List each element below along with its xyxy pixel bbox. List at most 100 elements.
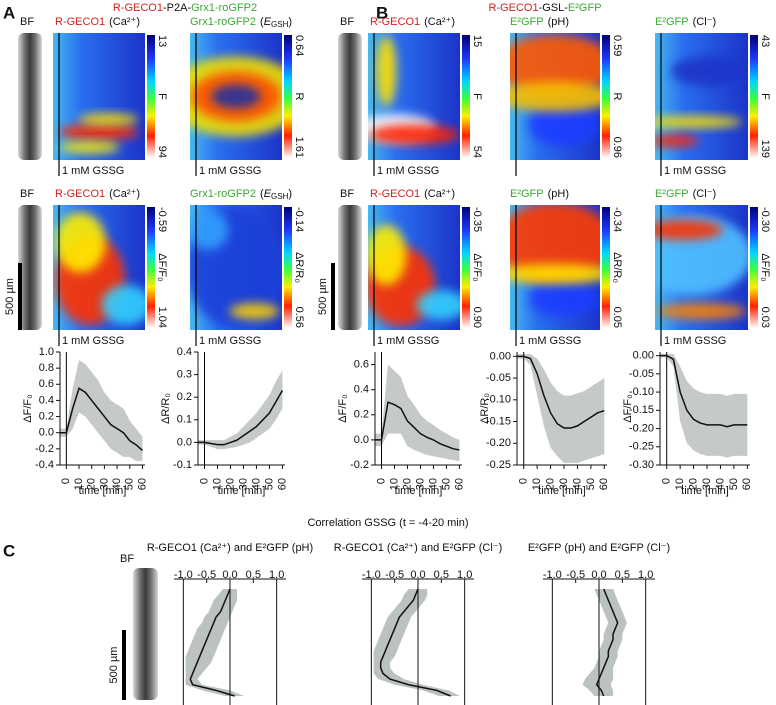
title-part: Grx1-roGFP2 [191, 2, 257, 14]
x-tick-label: 1.0 [638, 569, 653, 581]
error-band [660, 353, 748, 458]
colorbar-top: -0.34 [611, 207, 623, 232]
y-axis-title: ΔR/R₀ [479, 393, 491, 424]
bf-image [133, 568, 158, 700]
y-tick-label: 0.0 [39, 427, 54, 439]
heatmap-blob [229, 303, 280, 320]
y-axis-title: ΔF/F₀ [22, 394, 34, 422]
label-note: ) [288, 16, 292, 28]
y-tick-label: 0.00 [490, 350, 511, 362]
heatmap-blob [655, 134, 699, 147]
label-note: GSH [271, 192, 289, 201]
colorbar-label: F [471, 93, 483, 100]
x-tick-label: -1.0 [362, 569, 381, 581]
y-tick-label: 0.0 [354, 434, 369, 446]
heatmap-label: E²GFP (Cl⁻) [655, 16, 716, 28]
x-tick-label: 60 [741, 478, 753, 490]
y-axis-title: ΔF/F₀ [337, 394, 349, 422]
x-tick-label: 0 [198, 478, 210, 484]
heatmap-blob [510, 34, 600, 95]
x-tick-label: 40 [427, 478, 439, 490]
y-tick-label: 1.0 [39, 346, 54, 358]
colorbar [750, 207, 758, 328]
x-tick-label: 40 [111, 478, 123, 490]
colorbar-bottom: 0.96 [611, 137, 623, 158]
heatmap-blob [59, 124, 139, 141]
heatmap-blob [101, 285, 145, 325]
y-tick-label: 0.6 [39, 378, 54, 390]
y-tick-label: -0.25 [486, 459, 511, 471]
x-tick-label: 20 [544, 478, 556, 490]
colorbar-label: R [293, 93, 305, 101]
y-tick-label: 0.1 [177, 414, 192, 426]
colorbar-label: ΔR/R₀ [611, 252, 623, 283]
panel-label: C [3, 541, 15, 560]
colorbar-bottom: 0.05 [611, 307, 623, 328]
heatmap-base [53, 33, 145, 160]
x-tick-label: 0.5 [246, 569, 261, 581]
title-part: R-GECO1 [113, 2, 163, 14]
label-name: E²GFP [510, 188, 544, 200]
y-tick-label: 0.0 [177, 436, 192, 448]
y-tick-label: 0.4 [177, 346, 192, 358]
colorbar-top: 0.59 [611, 35, 623, 56]
colorbar-bottom: 0.56 [293, 307, 305, 328]
title-part: -GSL- [539, 2, 569, 14]
heatmap-blob [369, 124, 459, 145]
scale-label: 500 µm [4, 278, 16, 315]
panel-label: A [3, 3, 15, 22]
x-tick-label: 40 [571, 478, 583, 490]
heatmap [190, 205, 282, 330]
x-tick-label: 0 [518, 478, 530, 484]
x-tick-label: 50 [124, 478, 136, 490]
x-tick-label: 50 [263, 478, 275, 490]
title-part: E²GFP [568, 2, 602, 14]
stimulus-label: 1 mM GSSG [62, 165, 124, 177]
y-tick-label: 0.6 [354, 358, 369, 370]
heatmap-blob [670, 56, 748, 87]
label-note: ) [288, 188, 292, 200]
label-name: E²GFP [510, 16, 544, 28]
bf-image [18, 33, 42, 160]
bf-label: BF [20, 188, 34, 200]
x-tick-label: 30 [701, 478, 713, 490]
panel-title: R-GECO1-GSL-E²GFP [488, 2, 601, 14]
colorbar [602, 35, 610, 158]
x-tick-label: 10 [211, 478, 223, 490]
label-note: (Ca²⁺) [424, 188, 455, 200]
x-tick-label: 10 [531, 478, 543, 490]
label-note: ( [260, 188, 264, 200]
colorbar-top: -0.14 [293, 207, 305, 232]
label-note: (Cl⁻) [693, 188, 717, 200]
x-tick-label: -1.0 [543, 569, 562, 581]
scale-label: 500 µm [108, 647, 120, 684]
heatmap-label: Grx1-roGFP2 (EGSH) [190, 16, 292, 29]
label-name: R-GECO1 [370, 16, 420, 28]
error-band [198, 370, 283, 450]
x-tick-label: 20 [86, 478, 98, 490]
error-band [582, 589, 627, 696]
colorbar-top: 0.64 [293, 35, 305, 56]
colorbar [462, 207, 470, 328]
label-note: (Cl⁻) [693, 16, 717, 28]
colorbar-top: 15 [471, 35, 483, 47]
label-name: Grx1-roGFP2 [190, 188, 256, 200]
x-tick-label: 60 [276, 478, 288, 490]
y-tick-label: 0.4 [354, 384, 369, 396]
heatmap-blob [416, 290, 460, 320]
y-tick-label: -0.2 [350, 459, 369, 471]
colorbar-label: ΔR/R₀ [293, 252, 305, 283]
y-tick-label: -0.25 [629, 441, 654, 453]
y-tick-label: 0.2 [39, 410, 54, 422]
error-band [185, 589, 244, 696]
stimulus-label: 1 mM GSSG [199, 165, 261, 177]
colorbar [147, 35, 155, 158]
y-tick-label: 0.3 [177, 369, 192, 381]
stimulus-label: 1 mM GSSG [62, 335, 124, 347]
label-name: Grx1-roGFP2 [190, 16, 256, 28]
x-tick-label: 30 [237, 478, 249, 490]
x-tick-label: 10 [73, 478, 85, 490]
mean-line [375, 401, 460, 451]
panel-title: R-GECO1-P2A-Grx1-roGFP2 [113, 2, 257, 14]
y-tick-label: -0.30 [629, 459, 654, 471]
